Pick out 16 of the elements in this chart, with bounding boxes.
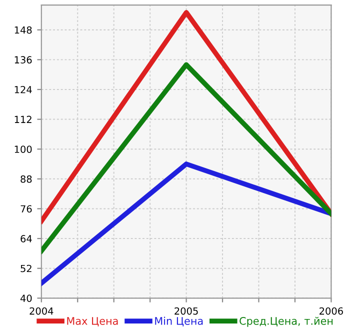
y-tick-label: 112 — [14, 116, 32, 123]
y-tick-label: 100 — [14, 146, 32, 153]
y-tick-label: 64 — [20, 235, 32, 242]
y-tick-label: 88 — [20, 175, 32, 183]
x-tick-label: 2006 — [320, 307, 343, 315]
y-tick-label: 124 — [14, 86, 32, 94]
y-tick-label: 136 — [14, 56, 32, 64]
y-tick-label: 148 — [14, 26, 32, 34]
legend-label: Max Цена — [67, 317, 118, 326]
y-tick-label: 52 — [20, 264, 32, 272]
y-tick-label: 76 — [20, 205, 32, 213]
legend-label: Сред.Цена, т.йен — [240, 316, 333, 327]
x-tick-label: 2004 — [30, 307, 54, 315]
y-tick-label: 40 — [20, 294, 32, 302]
legend-label: Min Цена — [155, 316, 203, 326]
x-tick-label: 2005 — [174, 307, 198, 315]
